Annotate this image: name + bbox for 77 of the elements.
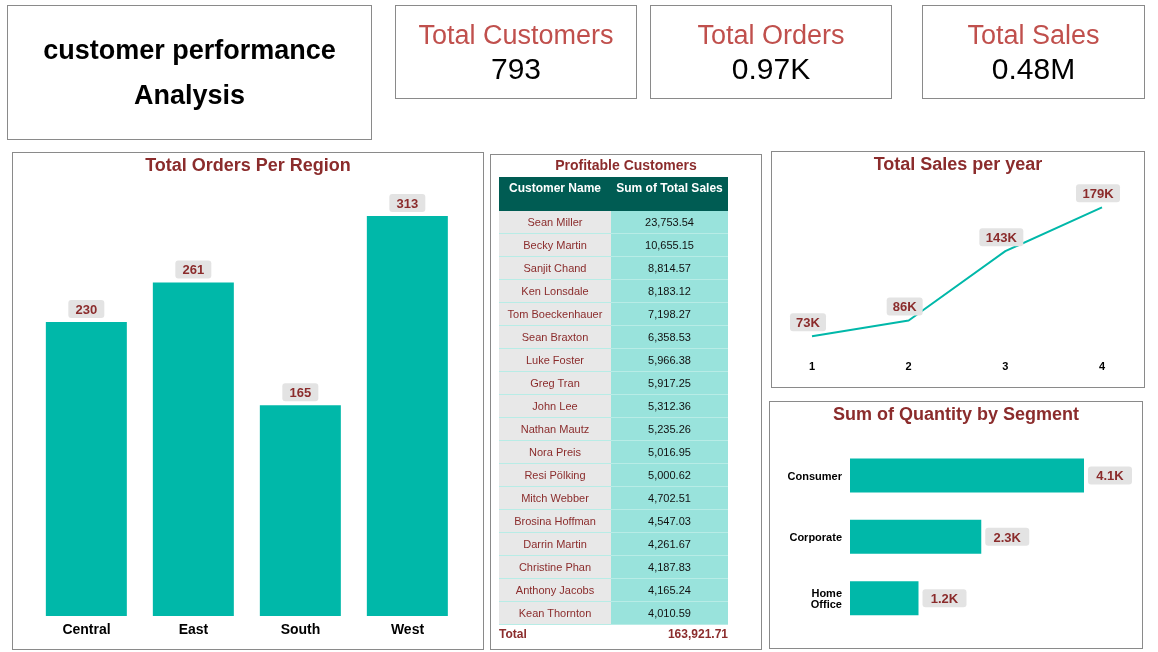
category-label: Kean Thornton [499,602,611,624]
y-tick-label: Consumer [787,469,843,482]
data-label: 5,016.95 [611,441,728,463]
text: Customer Name [508,180,602,197]
text: 163,921.71 [667,627,728,641]
category-label: Nathan Mautz [499,418,611,440]
data-label: 5,917.25 [611,372,728,394]
x-tick-label: West [390,620,425,637]
data-label: 4,261.67 [611,533,728,555]
y-tick-label: Home Office [810,586,842,610]
category-label: Luke Foster [499,349,611,371]
data-label: 23,753.54 [611,211,728,233]
x-tick-label: 2 [905,359,912,372]
data-label: 5,312.36 [611,395,728,417]
text: 0.48M [990,52,1077,86]
data-label: 5,966.38 [611,349,728,371]
data-label: 86K [892,299,918,315]
text: Profitable Customers [554,157,698,173]
data-label: 4,165.24 [611,579,728,601]
data-label: 313 [396,196,419,211]
data-label: 230 [75,302,98,318]
data-label: 4.1K [1096,468,1125,484]
category-label: Mitch Webber [499,487,611,509]
text: Total [499,627,527,641]
category-label: Darrin Martin [499,533,611,555]
data-label: 4,010.59 [611,602,728,624]
data-label: 179K [1082,186,1115,202]
chart-title: Total Orders Per Region [144,155,352,176]
category-label: Becky Martin [499,234,611,256]
data-label: 7,198.27 [611,303,728,325]
x-tick-label: 4 [1098,359,1106,372]
x-tick-label: Central [62,620,111,637]
text: 793 [489,52,543,86]
chart-title: Sum of Quantity by Segment [832,404,1080,425]
category-label: Ken Lonsdale [499,280,611,302]
data-label: 261 [182,262,205,278]
y-tick-label: Corporate [789,530,842,543]
x-tick-label: East [178,620,209,637]
data-label: 5,235.26 [611,418,728,440]
category-label: Sean Miller [499,211,611,233]
category-label: Greg Tran [499,372,611,394]
data-label: 4,187.83 [611,556,728,578]
data-label: 8,814.57 [611,257,728,279]
data-label: 143K [985,230,1018,246]
x-tick-label: 1 [808,359,816,372]
data-label: 8,183.12 [611,280,728,302]
category-label: Brosina Hoffman [499,510,611,532]
category-label: Christine Phan [499,556,611,578]
data-label: 10,655.15 [611,234,728,256]
text: Sum of Total Sales [615,180,724,197]
category-label: Tom Boeckenhauer [499,303,611,325]
text: 0.97K [730,52,812,86]
data-label: 4,702.51 [611,487,728,509]
data-label: 73K [796,315,821,331]
bar [45,322,127,616]
data-label: 5,000.62 [611,464,728,486]
x-tick-label: South [280,620,321,637]
text: customer performance Analysis [42,33,337,112]
data-label: 2.3K [993,529,1022,545]
bar [259,405,341,616]
text: Total Orders [696,19,846,52]
data-label: 6,358.53 [611,326,728,348]
chart-title: Total Sales per year [872,154,1044,175]
text: Total Customers [417,19,615,52]
category-label: Resi Pölking [499,464,611,486]
category-label: Nora Preis [499,441,611,463]
x-tick-label: 3 [1002,359,1009,372]
text: Total Sales [966,19,1101,52]
category-label: Sanjit Chand [499,257,611,279]
category-label: Anthony Jacobs [499,579,611,601]
data-label: 165 [289,385,312,401]
category-label: John Lee [499,395,611,417]
bar [152,282,234,616]
data-label: 1.2K [930,591,959,607]
data-label: 4,547.03 [611,510,728,532]
category-label: Sean Braxton [499,326,611,348]
bar [366,216,448,616]
